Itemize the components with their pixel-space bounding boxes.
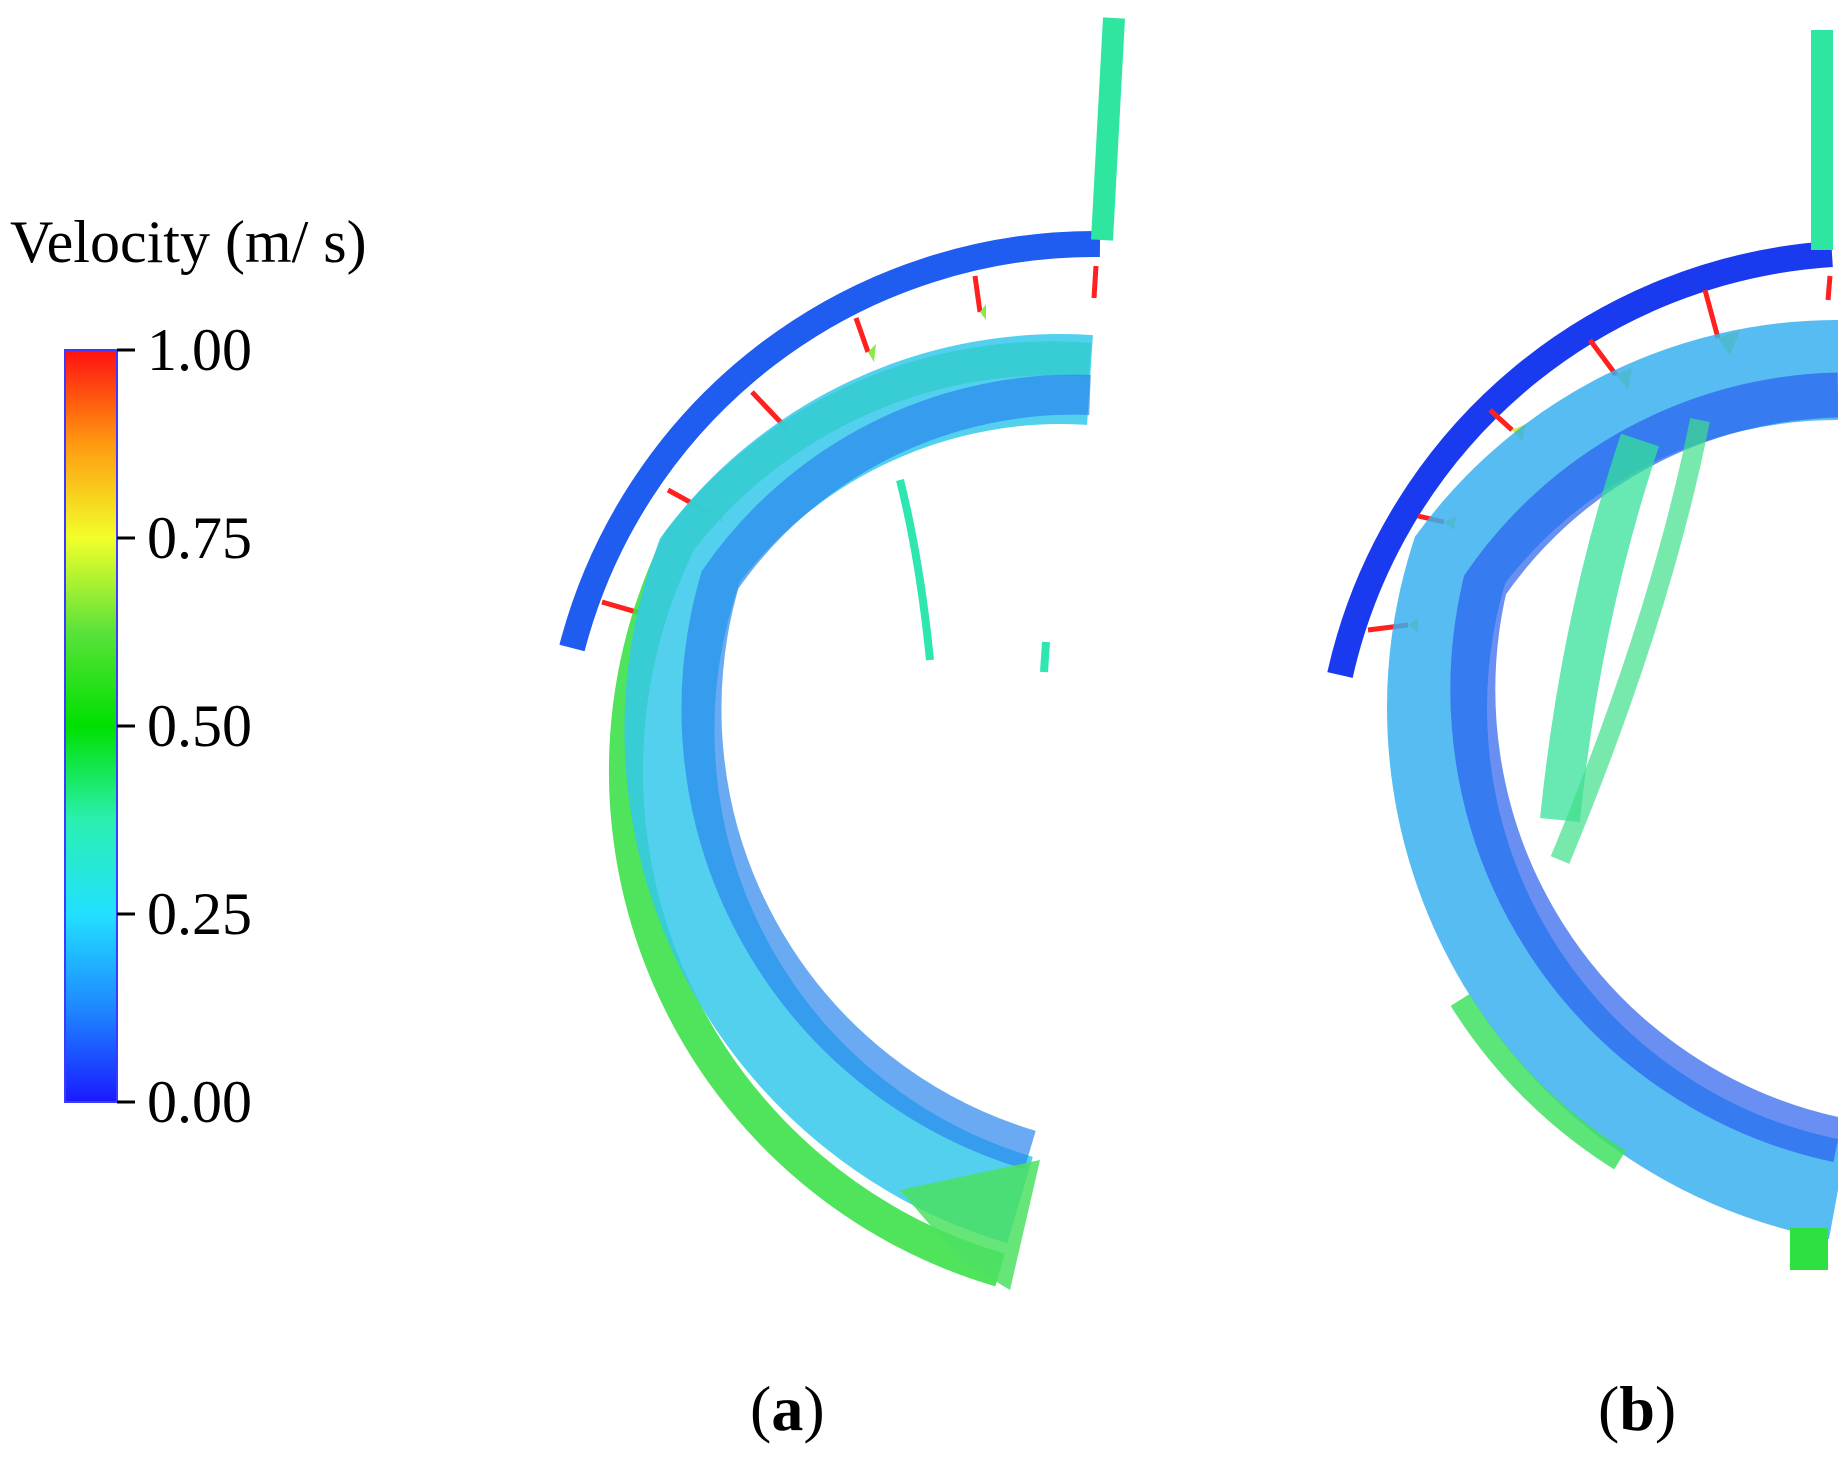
inner-stream	[1540, 433, 1659, 822]
outer-arc-tube	[1327, 241, 1833, 678]
panel-label-a: (a)	[750, 1373, 825, 1444]
ring-band-inner	[1450, 372, 1838, 1163]
colorbar-tick-label: 0.50	[147, 693, 252, 759]
tail-plume	[900, 1160, 1040, 1290]
panel-b-flow-field	[1327, 30, 1838, 1270]
colorbar-legend: Velocity (m/ s) 1.00 0.75 0.50 0.25 0.00	[10, 209, 367, 1135]
tail-plume	[1790, 1228, 1828, 1270]
colorbar-tick-label: 0.00	[147, 1069, 252, 1135]
colorbar-tick-label: 0.25	[147, 881, 252, 947]
ring-band-inner	[681, 374, 1091, 1170]
inner-stream-2	[1550, 418, 1710, 864]
panel-a-flow-field	[559, 17, 1125, 1290]
inlet-pipe	[1091, 17, 1125, 241]
ring-band	[1387, 319, 1838, 1240]
colorbar-tick-label: 1.00	[147, 317, 252, 383]
inner-stream	[896, 479, 934, 661]
outer-arc-tube	[559, 230, 1101, 652]
legend-title: Velocity (m/ s)	[10, 209, 367, 275]
colorbar-tick-label: 0.75	[147, 505, 252, 571]
colorbar-ticks: 1.00 0.75 0.50 0.25 0.00	[117, 317, 252, 1135]
colorbar	[64, 349, 118, 1103]
panel-label-b: (b)	[1598, 1373, 1676, 1444]
ring-outer-green	[1450, 994, 1626, 1170]
ring-band	[624, 334, 1093, 1244]
